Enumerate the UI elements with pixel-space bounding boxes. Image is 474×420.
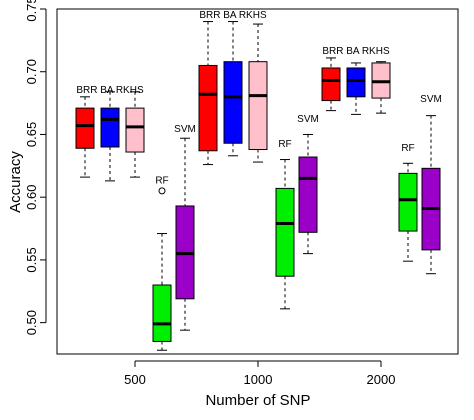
box-body: [125, 107, 145, 153]
annotation-label: BRR BA RKHS: [199, 10, 267, 21]
box-rf-1000: [275, 159, 295, 310]
x-axis-title: Number of SNP: [205, 392, 310, 409]
annotation-label: SVM: [297, 114, 319, 125]
method-annotations: BRR BA RKHS RF SVM BRR BA RKHS RF SVM BRR BA R…: [76, 10, 441, 187]
y-tick-label: 0.50: [24, 310, 39, 335]
box-brr-500: [75, 96, 95, 178]
plot-frame: [56, 8, 459, 355]
box-body: [346, 67, 366, 98]
y-tick-label: 0.65: [24, 122, 39, 147]
annotation-label: RF: [155, 175, 168, 186]
y-tick-label: 0.60: [24, 185, 39, 210]
box-body: [152, 284, 172, 342]
box-brr-1000: [198, 21, 218, 166]
y-tick-label: 0.75: [24, 0, 39, 22]
box-body: [321, 67, 341, 102]
outlier-point: [158, 187, 166, 195]
boxplot-series: [75, 21, 441, 351]
y-axis-title: Accuracy: [7, 151, 24, 213]
annotation-label: BRR BA RKHS: [322, 46, 390, 57]
x-axis: 500 1000 2000: [124, 360, 396, 387]
box-svm-1000: [298, 133, 318, 255]
y-tick-label: 0.55: [24, 247, 39, 272]
x-tick-label: 500: [124, 372, 146, 387]
box-body: [275, 187, 295, 277]
annotation-label: BRR BA RKHS: [76, 85, 144, 96]
box-body: [198, 64, 218, 152]
box-body: [100, 107, 120, 148]
box-svm-500: [175, 137, 195, 331]
box-ba-500: [100, 91, 120, 182]
box-ba-1000: [223, 21, 243, 157]
y-axis: 0.50 0.55 0.60 0.65 0.70 0.75: [24, 0, 47, 335]
box-rkhs-500: [125, 91, 145, 178]
box-rkhs-2000: [371, 61, 391, 114]
x-tick-label: 2000: [367, 372, 396, 387]
annotation-label: SVM: [420, 94, 442, 105]
box-ba-2000: [346, 62, 366, 115]
annotation-label: RF: [401, 143, 414, 154]
box-rkhs-1000: [248, 23, 268, 163]
box-rf-500: [152, 187, 172, 351]
box-body: [298, 156, 318, 233]
box-body: [398, 172, 418, 232]
box-rf-2000: [398, 162, 418, 262]
x-tick-label: 1000: [244, 372, 273, 387]
box-body: [223, 61, 243, 144]
box-brr-2000: [321, 57, 341, 112]
box-body: [248, 61, 268, 151]
box-body: [75, 107, 95, 149]
y-tick-label: 0.70: [24, 59, 39, 84]
box-svm-2000: [421, 115, 441, 275]
annotation-label: RF: [278, 139, 291, 150]
annotation-label: SVM: [174, 124, 196, 135]
